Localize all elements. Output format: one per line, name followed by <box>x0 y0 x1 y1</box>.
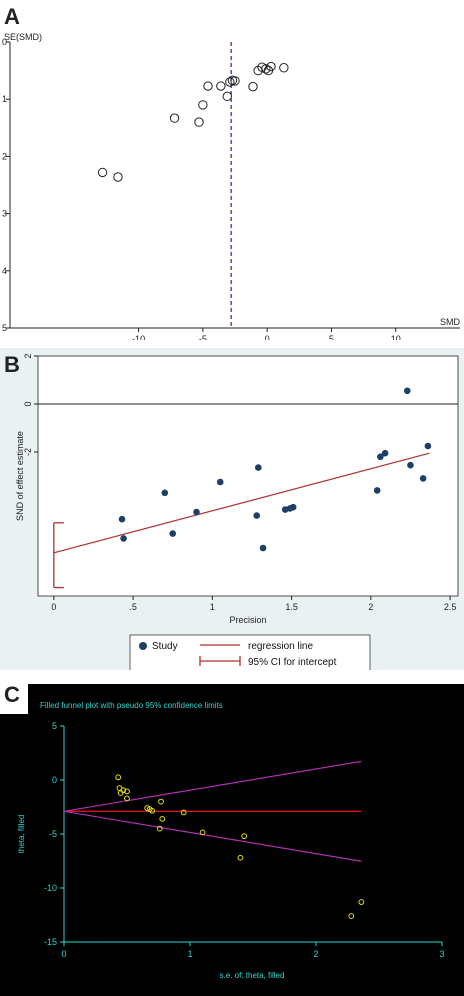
data-point-c <box>158 798 164 805</box>
legend-b <box>129 634 371 670</box>
x-tick-label-c: 3 <box>439 949 444 959</box>
data-point-b <box>419 475 427 482</box>
y-axis-label-b: SND of effect estimate <box>15 431 25 521</box>
x-tick-label-b: 1.5 <box>285 602 298 612</box>
data-point-a <box>225 77 235 87</box>
data-point-c <box>115 774 122 781</box>
y-tick-label-c: -10 <box>44 883 57 893</box>
legend-study-marker <box>139 642 147 650</box>
data-point-b <box>407 461 414 469</box>
data-point-a <box>198 100 208 110</box>
data-point-b <box>193 508 200 516</box>
x-axis-label-b: Precision <box>229 615 266 625</box>
plot-area-b <box>37 355 459 597</box>
data-point-a <box>230 76 240 86</box>
y-tick-label-a: 0 <box>2 37 7 47</box>
data-point-c <box>124 788 130 795</box>
x-tick-label-a: 5 <box>329 334 334 340</box>
data-point-a <box>261 64 271 74</box>
y-tick-label-c: -5 <box>49 829 57 839</box>
data-point-a <box>248 81 258 92</box>
data-point-b <box>253 512 261 519</box>
x-tick-label-a: 10 <box>391 334 401 340</box>
y-axis-label-a: SE(SMD) <box>4 32 42 42</box>
legend-ci: 95% CI for intercept <box>248 657 337 668</box>
data-point-a <box>279 63 289 73</box>
data-point-a <box>216 81 226 91</box>
x-tick-label-c: 0 <box>61 949 66 959</box>
regression-line-b <box>53 452 430 554</box>
data-point-c <box>241 833 248 840</box>
data-point-a <box>97 167 108 178</box>
data-point-b <box>403 387 411 395</box>
data-point-c <box>199 829 206 836</box>
x-tick-label-a: -5 <box>199 334 207 340</box>
data-point-a <box>266 61 276 72</box>
panel-label-a: A <box>4 4 20 29</box>
y-tick-label-b: -2 <box>23 448 33 456</box>
data-point-c <box>156 825 163 832</box>
data-point-a <box>194 117 204 127</box>
data-point-b <box>161 489 169 497</box>
x-axis-label-a: SMD <box>440 317 461 327</box>
x-tick-label-c: 2 <box>313 949 318 959</box>
data-point-b <box>373 487 381 494</box>
data-point-a <box>203 81 213 91</box>
y-tick-label-b: 0 <box>23 401 33 406</box>
data-point-b <box>216 478 224 486</box>
funnel-plot-a: A SE(SMD) SMD -10 -5 0 5 10 0 1 2 3 4 5 <box>2 4 461 340</box>
egger-plot-b: B Precision SND of effect estimate 0 .5 1 1… <box>0 348 464 670</box>
x-tick-label-b: 2.5 <box>444 602 457 612</box>
data-point-b <box>424 442 432 450</box>
data-point-b <box>255 464 262 471</box>
y-tick-label-a: 5 <box>2 323 7 333</box>
data-point-b <box>377 453 384 461</box>
y-tick-label-a: 3 <box>2 209 7 219</box>
data-point-a <box>113 172 123 182</box>
data-point-c <box>120 787 127 794</box>
data-point-c <box>237 854 244 861</box>
lower-ci-line-c <box>63 810 362 862</box>
data-point-c <box>348 913 355 919</box>
x-tick-label-a: 0 <box>265 334 270 340</box>
y-tick-label-b: 2 <box>23 353 33 358</box>
x-axis-label-c: s.e. of: theta, filled <box>220 971 285 980</box>
y-tick-label-a: 4 <box>2 266 7 276</box>
data-point-b <box>289 503 297 511</box>
x-tick-label-a: -10 <box>132 334 145 340</box>
filled-funnel-plot-c: C Filled funnel plot with pseudo 95% con… <box>0 680 464 996</box>
y-axis-label-c: theta, filled <box>17 815 26 854</box>
panel-label-b: B <box>4 352 20 377</box>
y-tick-label-a: 2 <box>2 151 7 161</box>
data-point-b <box>118 515 126 523</box>
y-tick-label-c: 5 <box>52 721 57 731</box>
y-tick-label-c: 0 <box>52 775 57 785</box>
data-point-c <box>124 795 130 802</box>
data-point-b <box>381 449 389 457</box>
data-point-c <box>358 899 365 905</box>
x-tick-label-b: .5 <box>129 602 137 612</box>
data-point-c <box>159 815 166 822</box>
data-point-c <box>180 809 187 816</box>
data-point-b <box>169 530 177 537</box>
data-point-b <box>120 535 127 542</box>
y-tick-label-c: -15 <box>44 937 57 947</box>
data-point-c <box>149 807 156 814</box>
x-tick-label-b: 0 <box>51 602 56 612</box>
x-tick-label-b: 1 <box>210 602 215 612</box>
y-tick-label-a: 1 <box>2 94 7 104</box>
data-point-a <box>169 113 180 123</box>
x-tick-label-c: 1 <box>187 949 192 959</box>
legend-regression: regression line <box>248 641 313 652</box>
data-point-a <box>222 91 232 102</box>
upper-ci-line-c <box>63 760 362 812</box>
panel-label-c: C <box>4 682 20 707</box>
chart-title-c: Filled funnel plot with pseudo 95% confi… <box>40 701 223 710</box>
data-point-b <box>259 544 267 552</box>
legend-study: Study <box>152 641 178 652</box>
x-tick-label-b: 2 <box>368 602 373 612</box>
